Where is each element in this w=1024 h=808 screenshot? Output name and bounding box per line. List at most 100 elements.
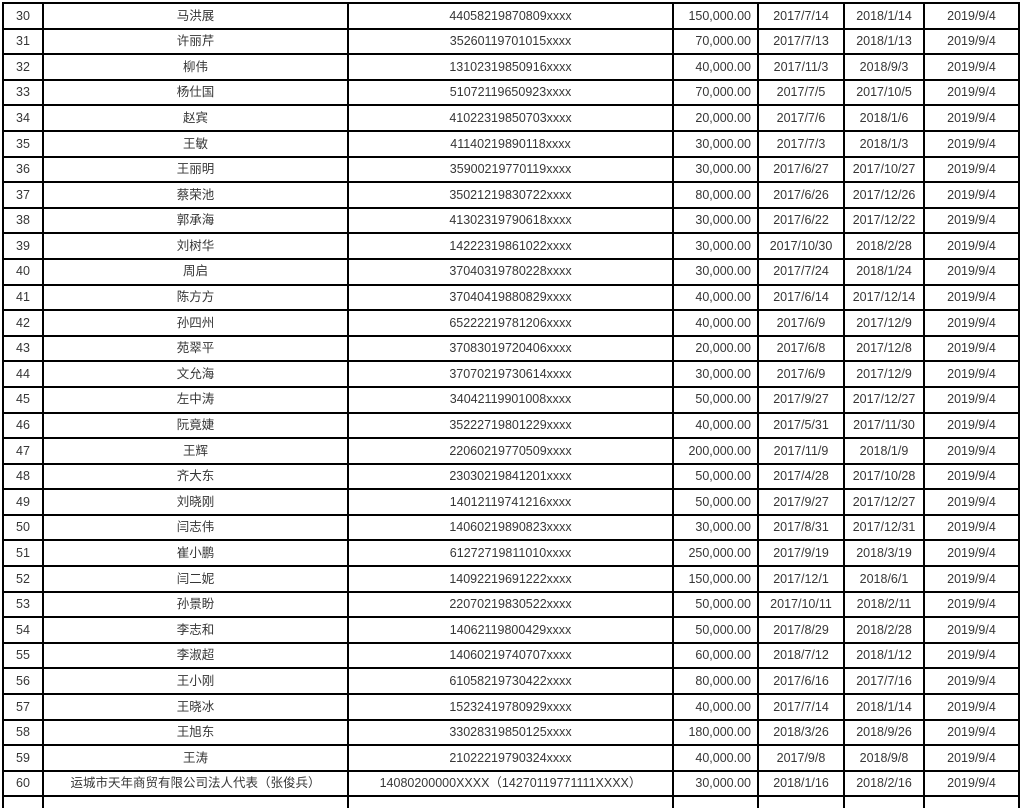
cell-date-2: 2018/1/24	[843, 257, 925, 286]
cell-name: 闫志伟	[42, 513, 349, 542]
cell-date-2: 2017/11/30	[843, 411, 925, 440]
cell-num: 34	[2, 104, 44, 132]
table-row: 37 蔡荣池 35021219830722xxxx 80,000.00 2017/6/2…	[2, 181, 1020, 209]
table-row: 41 陈方方 37040419880829xxxx 40,000.00 2017/6/1…	[2, 283, 1020, 312]
cell-date-3: 2019/9/4	[923, 257, 1020, 286]
cell-date-2: 2017/12/8	[843, 334, 925, 363]
cell-id-number: 61272719811010xxxx	[347, 539, 674, 568]
cell-date-1: 2017/6/22	[757, 206, 845, 235]
table-row: 53 孙景盼 22070219830522xxxx 50,000.00 2017/10/…	[2, 590, 1020, 619]
table-row: 48 齐大东 23030219841201xxxx 50,000.00 2017/4/2…	[2, 462, 1020, 491]
cell-date-2: 2017/12/9	[843, 309, 925, 337]
cell-date-2: 2018/2/28	[843, 232, 925, 260]
table-row: 42 孙四州 65222219781206xxxx 40,000.00 2017/6/9…	[2, 309, 1020, 337]
cell-date-2: 2017/12/9	[843, 360, 925, 388]
cell-name: 许丽芹	[42, 27, 349, 56]
cell-num: 44	[2, 360, 44, 388]
cell-num: 40	[2, 257, 44, 286]
cell-amount: 30,000.00	[672, 769, 759, 798]
cell-num: 57	[2, 693, 44, 721]
cell-date-1: 2017/5/31	[757, 411, 845, 440]
table-row: 43 苑翠平 37083019720406xxxx 20,000.00 2017/6/8…	[2, 334, 1020, 363]
cell-date-3: 2019/9/4	[923, 437, 1020, 465]
cell-num: 59	[2, 744, 44, 772]
cell-date-1: 2017/9/27	[757, 488, 845, 516]
cell-amount: 30,000.00	[672, 129, 759, 158]
cell-amount: 40,000.00	[672, 411, 759, 440]
cell-name: 闫二妮	[42, 565, 349, 593]
cell-date-1: 2017/7/3	[757, 129, 845, 158]
cell-name: 文允海	[42, 360, 349, 388]
cell-amount: 30,000.00	[672, 360, 759, 388]
cell-num: 48	[2, 462, 44, 491]
cell-date-3: 2019/9/4	[923, 513, 1020, 542]
empty-cell	[2, 795, 44, 808]
table-row: 38 郭承海 41302319790618xxxx 30,000.00 2017/6/2…	[2, 206, 1020, 235]
cell-date-2: 2018/3/19	[843, 539, 925, 568]
cell-name: 蔡荣池	[42, 181, 349, 209]
cell-num: 31	[2, 27, 44, 56]
cell-amount: 30,000.00	[672, 257, 759, 286]
cell-name: 赵宾	[42, 104, 349, 132]
cell-name: 崔小鹏	[42, 539, 349, 568]
cell-name: 王丽明	[42, 155, 349, 184]
cell-date-1: 2018/7/12	[757, 641, 845, 670]
cell-num: 55	[2, 641, 44, 670]
cell-num: 47	[2, 437, 44, 465]
cell-date-3: 2019/9/4	[923, 232, 1020, 260]
cell-name: 陈方方	[42, 283, 349, 312]
cell-id-number: 37083019720406xxxx	[347, 334, 674, 363]
cell-date-2: 2018/1/12	[843, 641, 925, 670]
cell-date-2: 2017/7/16	[843, 667, 925, 696]
cell-name: 李淑超	[42, 641, 349, 670]
cell-date-3: 2019/9/4	[923, 462, 1020, 491]
cell-date-1: 2017/4/28	[757, 462, 845, 491]
cell-id-number: 33028319850125xxxx	[347, 718, 674, 747]
cell-amount: 250,000.00	[672, 539, 759, 568]
cell-id-number: 41022319850703xxxx	[347, 104, 674, 132]
cell-id-number: 44058219870809xxxx	[347, 2, 674, 30]
cell-date-1: 2017/6/9	[757, 309, 845, 337]
cell-amount: 150,000.00	[672, 565, 759, 593]
cell-date-1: 2017/7/13	[757, 27, 845, 56]
cell-date-3: 2019/9/4	[923, 616, 1020, 644]
cell-date-3: 2019/9/4	[923, 411, 1020, 440]
cell-date-2: 2018/2/28	[843, 616, 925, 644]
table-row: 33 杨仕国 51072119650923xxxx 70,000.00 2017/7/5…	[2, 78, 1020, 107]
table-row: 57 王晓冰 15232419780929xxxx 40,000.00 2017/7/1…	[2, 693, 1020, 721]
empty-cell	[757, 795, 845, 808]
cell-date-2: 2017/12/26	[843, 181, 925, 209]
cell-id-number: 65222219781206xxxx	[347, 309, 674, 337]
cell-date-3: 2019/9/4	[923, 334, 1020, 363]
cell-date-3: 2019/9/4	[923, 2, 1020, 30]
cell-id-number: 61058219730422xxxx	[347, 667, 674, 696]
cell-date-1: 2017/9/27	[757, 385, 845, 414]
cell-date-3: 2019/9/4	[923, 53, 1020, 81]
cell-date-2: 2018/9/26	[843, 718, 925, 747]
cell-num: 30	[2, 2, 44, 30]
cell-name: 阮竟婕	[42, 411, 349, 440]
table-row: 46 阮竟婕 35222719801229xxxx 40,000.00 2017/5/3…	[2, 411, 1020, 440]
cell-date-3: 2019/9/4	[923, 385, 1020, 414]
cell-name: 王敏	[42, 129, 349, 158]
cell-date-2: 2018/6/1	[843, 565, 925, 593]
empty-cell	[672, 795, 759, 808]
cell-date-2: 2018/1/9	[843, 437, 925, 465]
cell-name: 左中涛	[42, 385, 349, 414]
cell-date-1: 2017/6/9	[757, 360, 845, 388]
cell-date-2: 2018/1/14	[843, 2, 925, 30]
table-row: 50 闫志伟 14060219890823xxxx 30,000.00 2017/8/3…	[2, 513, 1020, 542]
cell-amount: 30,000.00	[672, 513, 759, 542]
table-row: 34 赵宾 41022319850703xxxx 20,000.00 2017/7/6 2…	[2, 104, 1020, 132]
table-row: 56 王小刚 61058219730422xxxx 80,000.00 2017/6/1…	[2, 667, 1020, 696]
cell-id-number: 14060219890823xxxx	[347, 513, 674, 542]
cell-id-number: 37070219730614xxxx	[347, 360, 674, 388]
cell-date-2: 2018/9/3	[843, 53, 925, 81]
cell-name: 郭承海	[42, 206, 349, 235]
cell-date-1: 2017/10/30	[757, 232, 845, 260]
cell-name: 齐大东	[42, 462, 349, 491]
cell-date-3: 2019/9/4	[923, 78, 1020, 107]
cell-name: 刘晓刚	[42, 488, 349, 516]
cell-amount: 30,000.00	[672, 206, 759, 235]
